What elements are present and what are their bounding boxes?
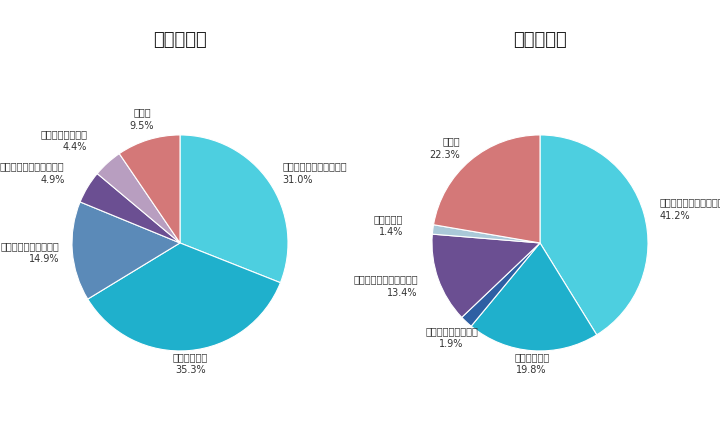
Wedge shape xyxy=(80,174,180,243)
Wedge shape xyxy=(540,135,648,335)
Text: 時間的・肉体的に負担大
31.0%: 時間的・肉体的に負担大 31.0% xyxy=(283,162,347,185)
Title: 女性正社員: 女性正社員 xyxy=(513,31,567,49)
Text: 時間的・肉体的に負担大
41.2%: 時間的・肉体的に負担大 41.2% xyxy=(660,197,720,221)
Text: 知識や技能を生かしたい
13.4%: 知識や技能を生かしたい 13.4% xyxy=(354,274,418,298)
Wedge shape xyxy=(471,243,597,351)
Title: 男性正社員: 男性正社員 xyxy=(153,31,207,49)
Wedge shape xyxy=(97,154,180,243)
Wedge shape xyxy=(433,225,540,243)
Text: 事業不振や先行き不安
14.9%: 事業不振や先行き不安 14.9% xyxy=(1,241,60,264)
Wedge shape xyxy=(72,202,180,299)
Wedge shape xyxy=(120,135,180,243)
Text: 知識や技能を生かしたい
4.9%: 知識や技能を生かしたい 4.9% xyxy=(0,162,65,185)
Wedge shape xyxy=(180,135,288,283)
Text: 一時的についた仕事
1.9%: 一時的についた仕事 1.9% xyxy=(425,326,478,349)
Text: 転職希望者の希望理由別就業者割合｜農業・男女別正規: 転職希望者の希望理由別就業者割合｜農業・男女別正規 xyxy=(204,23,516,43)
Text: その他
9.5%: その他 9.5% xyxy=(130,108,154,131)
Text: その他
22.3%: その他 22.3% xyxy=(429,136,460,160)
Text: 家事の都合
1.4%: 家事の都合 1.4% xyxy=(374,214,403,237)
Wedge shape xyxy=(433,135,540,243)
Wedge shape xyxy=(432,234,540,317)
Wedge shape xyxy=(88,243,280,351)
Wedge shape xyxy=(462,243,540,326)
Text: 余暇を増やしたい
4.4%: 余暇を増やしたい 4.4% xyxy=(40,129,87,152)
Text: 収入が少ない
35.3%: 収入が少ない 35.3% xyxy=(173,352,208,375)
Text: 収入が少ない
19.8%: 収入が少ない 19.8% xyxy=(514,352,549,375)
